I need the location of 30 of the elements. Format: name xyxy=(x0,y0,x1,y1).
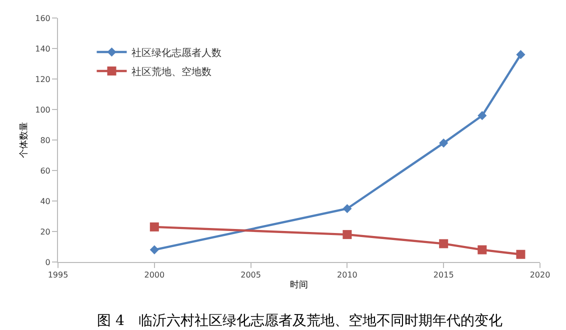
point xyxy=(478,245,487,254)
point xyxy=(516,50,526,60)
y-tick-label: 60 xyxy=(40,166,50,176)
point xyxy=(439,239,448,248)
point xyxy=(150,245,159,254)
y-tick-label: 80 xyxy=(40,136,50,145)
y-tick-label: 0 xyxy=(45,258,50,267)
point xyxy=(342,230,352,240)
y-tick-label: 40 xyxy=(40,196,50,206)
x-tick-label: 1995 xyxy=(48,270,68,280)
x-tick-label: 2010 xyxy=(337,270,358,280)
caption: 图 4 临沂六村社区绿化志愿者及荒地、空地不同时期年代的变化 xyxy=(97,313,502,329)
y-tick-label: 140 xyxy=(35,44,50,54)
point xyxy=(150,222,159,232)
y-tick-label: 120 xyxy=(35,74,50,84)
y-tick-label: 100 xyxy=(35,105,50,114)
y-axis-title: 个体数量 xyxy=(18,122,30,158)
point xyxy=(478,111,487,120)
x-tick-label: 2020 xyxy=(530,270,550,280)
y-tick-label: 20 xyxy=(40,227,50,236)
x-tick-label: 2015 xyxy=(433,270,454,280)
point xyxy=(439,138,448,148)
point xyxy=(516,250,526,259)
legend-label: 社区绿化志愿者人数 xyxy=(132,46,222,59)
point xyxy=(342,204,352,214)
legend-label: 社区荒地、空地数 xyxy=(132,66,212,78)
x-axis-title: 时间 xyxy=(290,279,308,290)
x-tick-label: 2000 xyxy=(144,270,165,280)
y-tick-label: 160 xyxy=(35,14,50,23)
x-tick-label: 2005 xyxy=(240,270,261,280)
